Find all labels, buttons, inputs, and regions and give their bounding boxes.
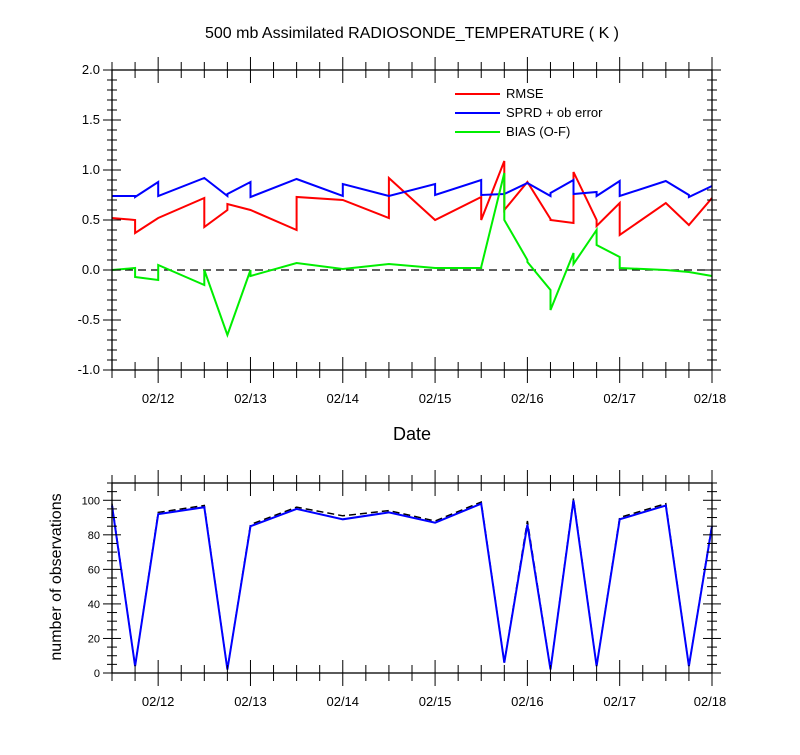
- y-axis-label-observations: number of observations: [48, 493, 65, 660]
- bottom-x-tick-label: 02/18: [694, 694, 727, 709]
- bottom-y-tick-label: 20: [88, 633, 100, 645]
- top-x-tick-label: 02/13: [234, 391, 267, 406]
- bottom-y-tick-label: 40: [88, 599, 100, 611]
- top-series-line-sprd-ob-error: [112, 176, 713, 199]
- bottom-y-tick-label: 0: [94, 668, 100, 680]
- bottom-y-tick-label: 80: [88, 530, 100, 542]
- top-series-line-rmse: [111, 160, 713, 237]
- chart-title: 500 mb Assimilated RADIOSONDE_TEMPERATUR…: [205, 25, 619, 42]
- top-x-tick-label: 02/17: [603, 391, 636, 406]
- bottom-x-tick-label: 02/17: [603, 694, 636, 709]
- top-y-tick-label: 0.5: [82, 212, 100, 227]
- bottom-x-tick-label: 02/15: [419, 694, 452, 709]
- top-y-tick-label: -1.0: [78, 362, 100, 377]
- bottom-x-tick-label: 02/14: [326, 694, 359, 709]
- bottom-x-tick-label: 02/12: [142, 694, 175, 709]
- bottom-plot-frame: [111, 482, 713, 674]
- bottom-y-tick-label: 60: [88, 564, 100, 576]
- legend-label-rmse: RMSE: [506, 86, 544, 101]
- top-plot-frame: [111, 69, 713, 371]
- legend: RMSE SPRD + ob error BIAS (O-F): [455, 86, 603, 139]
- bottom-y-tick-label: 100: [82, 495, 100, 507]
- top-x-tick-label: 02/18: [694, 391, 727, 406]
- top-x-tick-label: 02/16: [511, 391, 544, 406]
- bottom-x-tick-label: 02/16: [511, 694, 544, 709]
- top-x-tick-label: 02/14: [326, 391, 359, 406]
- top-y-tick-label: 1.0: [82, 162, 100, 177]
- bottom-series-line-assimilated: [111, 500, 713, 670]
- legend-label-sprd: SPRD + ob error: [506, 105, 603, 120]
- top-y-tick-label: -0.5: [78, 312, 100, 327]
- top-y-tick-label: 1.5: [82, 112, 100, 127]
- x-axis-label: Date: [393, 424, 431, 444]
- bottom-x-tick-label: 02/13: [234, 694, 267, 709]
- top-series-line-bias-o-f: [111, 172, 713, 338]
- bottom-series-line-possible: [111, 498, 713, 670]
- bottom-plot-area: 0 20 40 60 80 100 02/12 02/13 02/14 02/15 02/16 02/…: [82, 470, 727, 709]
- top-x-tick-label: 02/12: [142, 391, 175, 406]
- top-x-tick-label: 02/15: [419, 391, 452, 406]
- top-y-tick-label: 2.0: [82, 62, 100, 77]
- top-y-tick-label: 0.0: [82, 262, 100, 277]
- legend-label-bias: BIAS (O-F): [506, 124, 570, 139]
- top-plot-area: -1.0 -0.5 0.0 0.5 1.0 1.5 2.0 02/12 02/13 02/14 02…: [78, 57, 727, 406]
